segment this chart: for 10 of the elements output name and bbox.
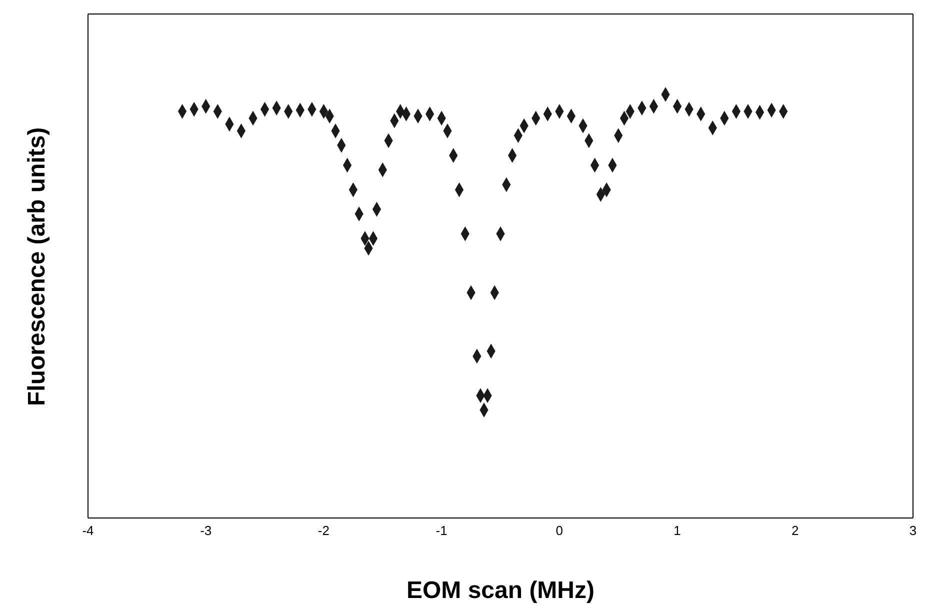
x-tick-label: -1	[436, 523, 448, 538]
x-tick-label: 0	[556, 523, 564, 538]
y-axis-title: Fluorescence (arb units)	[24, 127, 51, 406]
x-tick-label: -4	[82, 523, 94, 538]
x-tick-label: 1	[674, 523, 681, 538]
x-tick-label: 3	[909, 523, 917, 538]
x-tick-label: -2	[318, 523, 330, 538]
x-tick-label: 2	[792, 523, 799, 538]
x-tick-label: -3	[200, 523, 212, 538]
x-axis-title: EOM scan (MHz)	[406, 577, 595, 604]
